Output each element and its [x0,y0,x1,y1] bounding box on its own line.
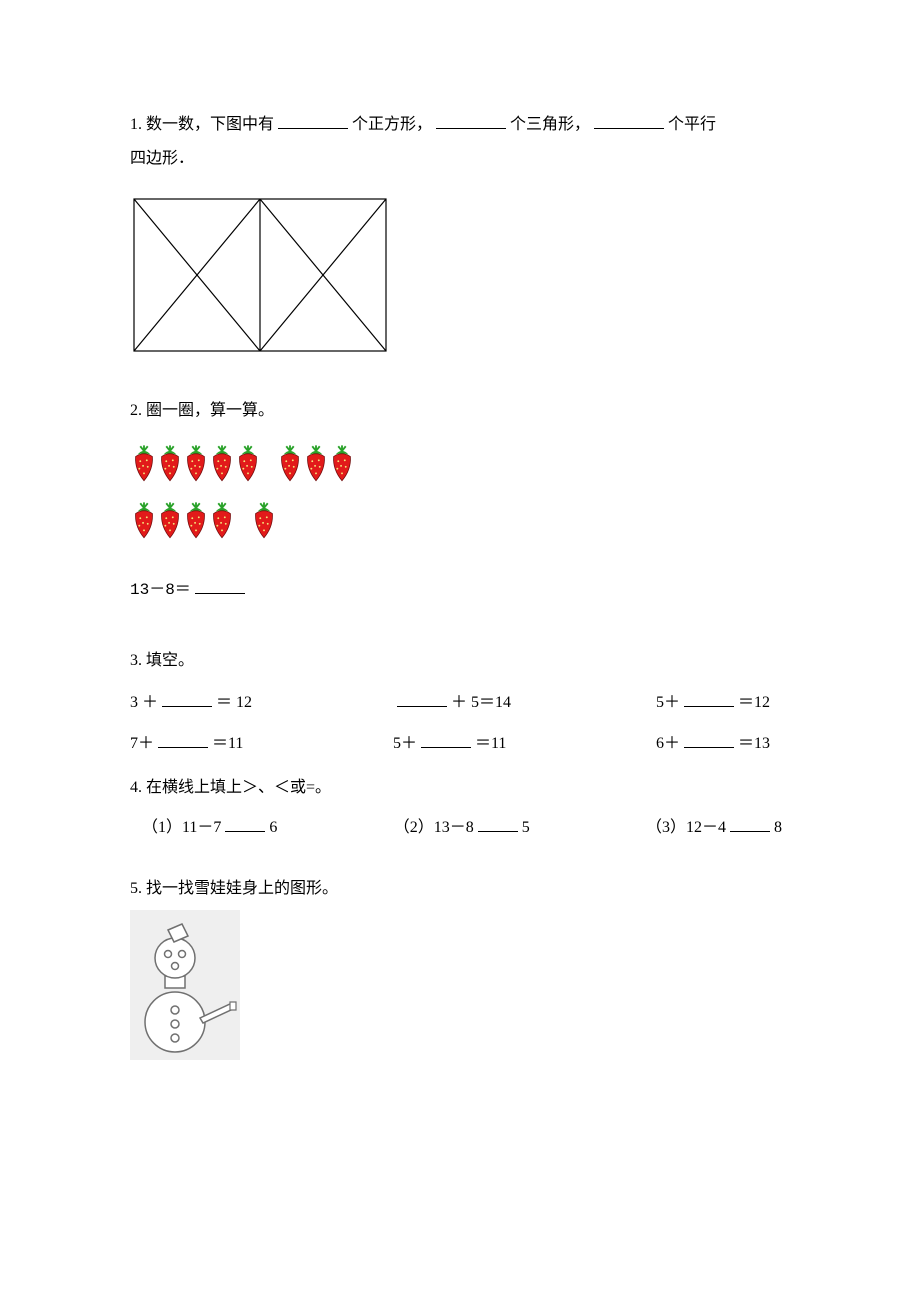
q3-r1-c1-pre: 3 ＋ [130,694,158,711]
q3-blank-r1-c1[interactable] [162,690,212,707]
q5-title: 5. 找一找雪娃娃身上的图形。 [130,874,790,904]
question-2: 2. 圈一圈，算一算。 13－8＝ [130,396,790,606]
q1-blank-parallel[interactable] [594,112,664,129]
strawberry-row [130,502,790,551]
strawberry-grid [130,445,790,552]
q3-blank-r2-c2[interactable] [421,731,471,748]
q3-title: 3. 填空。 [130,646,790,676]
question-3: 3. 填空。 3 ＋ ＝ 12 ＋ 5＝14 5＋ ＝12 7＋ ＝11 [130,646,790,759]
q2-expression: 13－8＝ [130,575,790,605]
strawberry-icon [234,445,262,494]
q4-i1-tail: 6 [269,819,277,836]
q1-seg3: 个三角形， [510,116,590,133]
q3-r2-c3-post: ＝13 [738,735,770,752]
q4-i3-label: （3）12－4 [646,819,726,836]
q3-r1-c1-post: ＝ 12 [216,694,252,711]
q1-diagram [130,195,790,366]
strawberry-icon [328,445,356,494]
strawberry-icon [182,502,210,551]
q2-title: 2. 圈一圈，算一算。 [130,396,790,426]
q1-text-line1: 1. 数一数，下图中有 个正方形， 个三角形， 个平行 [130,110,790,140]
q3-r2-c2-pre: 5＋ [393,735,421,752]
q3-r2-c1-post: ＝11 [212,735,243,752]
strawberry-icon [156,445,184,494]
q1-seg2: 个正方形， [352,116,432,133]
q3-r1-c3-pre: 5＋ [656,694,684,711]
q1-seg4: 个平行 [668,116,716,133]
q3-blank-r2-c3[interactable] [684,731,734,748]
strawberry-icon [130,502,158,551]
question-4: 4. 在横线上填上＞、＜或=。 （1）11－7 6 （2）13－8 5 （3）1… [130,773,790,844]
shape-diagram [130,195,390,355]
q3-row1: 3 ＋ ＝ 12 ＋ 5＝14 5＋ ＝12 [130,688,770,718]
q1-text-line2: 四边形． [130,144,790,174]
q3-r2-c2-post: ＝11 [475,735,506,752]
strawberry-icon [250,502,278,551]
q3-r1-c2-mid: ＋ 5＝14 [451,694,511,711]
q3-blank-r1-c2[interactable] [397,690,447,707]
strawberry-icon [182,445,210,494]
q3-blank-r1-c3[interactable] [684,690,734,707]
question-1: 1. 数一数，下图中有 个正方形， 个三角形， 个平行 四边形． [130,110,790,366]
snowman-svg [130,910,240,1060]
q4-blank-2[interactable] [478,815,518,832]
q4-blank-1[interactable] [225,815,265,832]
q3-r2-c3-pre: 6＋ [656,735,680,752]
q1-prefix: 1. 数一数，下图中有 [130,116,274,133]
q4-i1-label: （1）11－7 [142,819,221,836]
question-5: 5. 找一找雪娃娃身上的图形。 [130,874,790,1072]
strawberry-icon [276,445,304,494]
q3-r2-c1-pre: 7＋ [130,735,158,752]
strawberry-row [130,445,790,494]
q4-blank-3[interactable] [730,815,770,832]
q1-blank-triangles[interactable] [436,112,506,129]
q2-answer-blank[interactable] [195,577,245,594]
q4-items: （1）11－7 6 （2）13－8 5 （3）12－4 8 [130,813,782,843]
snowman-figure [130,910,790,1071]
q2-expr-left: 13－8＝ [130,581,191,599]
strawberry-icon [302,445,330,494]
strawberry-icon [130,445,158,494]
q4-i3-tail: 8 [774,819,782,836]
strawberry-icon [208,445,236,494]
q4-title: 4. 在横线上填上＞、＜或=。 [130,773,790,803]
q3-row2: 7＋ ＝11 5＋ ＝11 6＋ ＝13 [130,729,770,759]
q3-blank-r2-c1[interactable] [158,731,208,748]
strawberry-icon [156,502,184,551]
q4-i2-label: （2）13－8 [394,819,474,836]
strawberry-icon [208,502,236,551]
q3-r1-c3-post: ＝12 [738,694,770,711]
q4-i2-tail: 5 [522,819,530,836]
q1-blank-squares[interactable] [278,112,348,129]
